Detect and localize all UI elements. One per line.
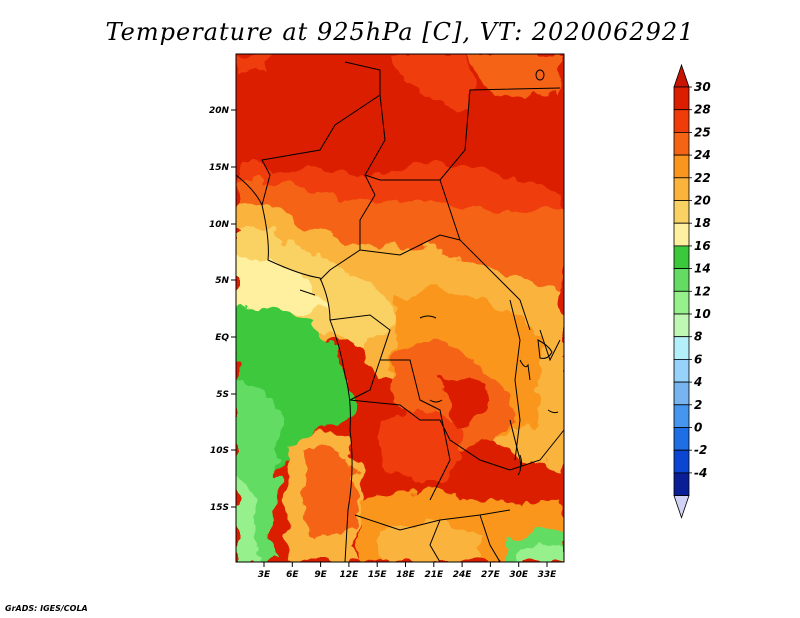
lat-tick-label: 5S — [216, 390, 229, 400]
colorbar-label: 20 — [694, 194, 711, 208]
colorbar-swatch — [673, 200, 690, 224]
colorbar-label: 24 — [694, 148, 711, 162]
colorbar-swatch — [673, 290, 690, 315]
colorbar-swatch — [673, 177, 690, 201]
colorbar-swatch — [673, 268, 690, 292]
colorbar-swatch — [673, 427, 690, 451]
colorbar-swatch — [673, 154, 690, 179]
lon-tick-label: 24E — [453, 570, 473, 580]
colorbar-swatch — [673, 222, 690, 247]
colorbar-bottom-arrow — [673, 495, 690, 519]
colorbar-label: 25 — [694, 125, 711, 139]
colorbar-label: -2 — [694, 443, 707, 457]
colorbar-top-arrow — [673, 63, 690, 88]
colorbar-label: -4 — [694, 466, 707, 480]
lon-tick-label: 18E — [396, 570, 416, 580]
lon-tick-label: 30E — [509, 570, 529, 580]
colorbar-label: 2 — [694, 398, 702, 412]
boundary-lines — [236, 61, 564, 562]
colorbar-swatch — [673, 358, 690, 383]
lon-tick-label: 9E — [314, 570, 327, 580]
lake-outlines — [419, 69, 559, 470]
colorbar-swatch — [673, 449, 690, 474]
lon-tick-label: 27E — [481, 570, 501, 580]
lat-tick-label: 10S — [210, 446, 229, 456]
latitude-axis: 20N 15N 10N 5N EQ 5S 10S 15S — [209, 106, 236, 513]
colorbar-swatch — [673, 131, 690, 156]
colorbar-swatch — [673, 336, 690, 360]
colorbar-label: 22 — [694, 171, 711, 185]
lon-tick-label: 6E — [286, 570, 299, 580]
colorbar-label: 12 — [694, 284, 711, 298]
lon-tick-label: 21E — [424, 570, 444, 580]
lat-tick-label: 5N — [215, 276, 229, 286]
lon-tick-label: 15E — [368, 570, 388, 580]
colorbar-swatch — [673, 109, 690, 133]
colorbar-swatch — [673, 245, 690, 269]
lon-tick-label: 3E — [258, 570, 271, 580]
colorbar-label: 30 — [694, 80, 711, 94]
lat-tick-label: 15N — [209, 163, 230, 173]
colorbar-swatch — [673, 381, 690, 406]
colorbar-label: 10 — [694, 307, 711, 321]
colorbar-swatch — [673, 404, 690, 428]
colorbar-swatch — [673, 313, 690, 338]
lon-tick-label: 12E — [340, 570, 360, 580]
colorbar-label: 14 — [694, 262, 711, 276]
colorbar-label: 0 — [694, 421, 702, 435]
map-frame — [235, 53, 565, 563]
colorbar-label: 8 — [694, 330, 702, 344]
colorbar-label: 4 — [693, 375, 702, 389]
lat-tick-label: EQ — [215, 333, 229, 343]
lat-tick-label: 15S — [210, 503, 229, 513]
longitude-axis: 3E 6E 9E 12E 15E 18E 21E 24E 27E 30E 33E — [258, 562, 557, 580]
colorbar-label: 18 — [694, 216, 711, 230]
chart-title: Temperature at 925hPa [C], VT: 202006292… — [105, 18, 695, 46]
colorbar-swatch — [673, 472, 690, 496]
colorbar-label: 16 — [694, 239, 711, 253]
colorbar-label: 6 — [694, 352, 702, 366]
credit-text: GrADS: IGES/COLA — [5, 604, 88, 613]
lat-tick-label: 10N — [209, 220, 230, 230]
colorbar-label: 28 — [694, 103, 711, 117]
lat-tick-label: 20N — [209, 106, 230, 116]
lon-tick-label: 33E — [538, 570, 558, 580]
temperature-field — [236, 54, 564, 562]
colorbar-swatch — [673, 86, 690, 111]
